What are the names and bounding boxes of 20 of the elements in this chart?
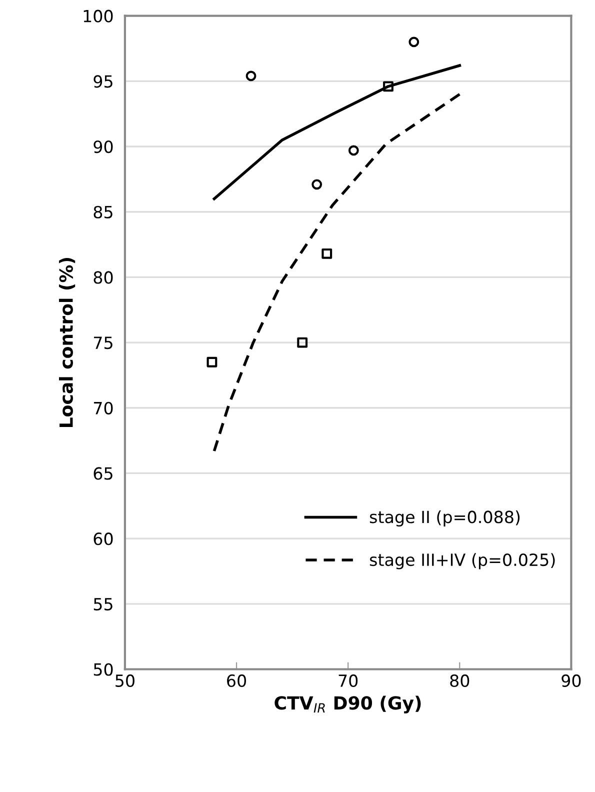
y-tick-label: 60 — [94, 532, 113, 546]
y-tick-label: 50 — [94, 663, 113, 676]
y-axis-title: Local control (%) — [58, 258, 76, 428]
legend-label: stage II (p=0.088) — [370, 510, 520, 526]
x-tick-label: 90 — [562, 674, 581, 687]
y-tick-label: 65 — [94, 467, 112, 480]
legend-label: stage III+IV (p=0.025) — [370, 553, 555, 570]
x-tick-label: 50 — [116, 674, 134, 687]
y-tick-label: 90 — [94, 140, 113, 154]
y-tick-label: 85 — [94, 206, 112, 218]
x-tick-label: 60 — [227, 674, 246, 687]
x-tick-label: 70 — [338, 674, 358, 687]
x-axis-title: CTV$_{IR}$ D90 (Gy) — [274, 696, 421, 714]
y-tick-label: 70 — [94, 402, 113, 414]
x-tick-label: 80 — [450, 674, 470, 687]
y-tick-label: 95 — [94, 75, 112, 88]
y-tick-label: 80 — [94, 271, 113, 284]
y-tick-label: 100 — [84, 10, 113, 22]
y-tick-label: 75 — [94, 336, 112, 350]
y-tick-label: 55 — [94, 598, 112, 610]
